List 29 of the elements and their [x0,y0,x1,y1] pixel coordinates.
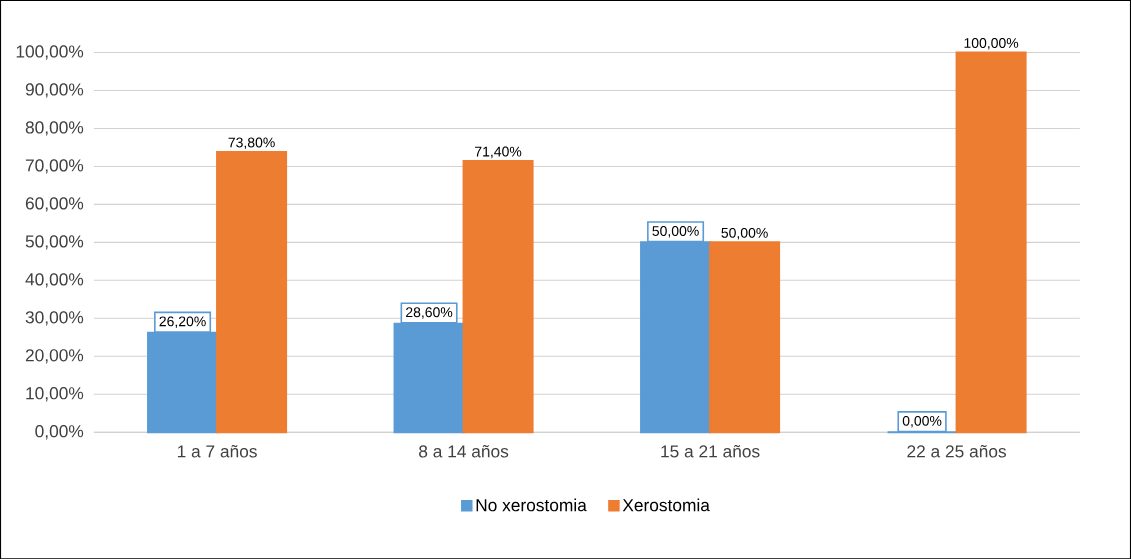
x-tick-label: 8 a 14 años [419,444,509,458]
data-label: 73,80% [228,137,275,149]
legend-label: No xerostomia [476,498,587,512]
y-tick-label: 50,00% [25,235,84,250]
x-tick-label: 15 a 21 años [661,444,760,458]
bar [462,159,534,434]
y-tick-label: 90,00% [25,83,84,98]
x-tick-label: 22 a 25 años [907,444,1007,458]
legend-label: Xerostomia [622,498,710,512]
data-label: 100,00% [964,37,1019,50]
bar [955,51,1027,434]
y-tick-label: 40,00% [25,273,84,288]
data-label: 50,00% [652,225,699,238]
y-tick-label: 20,00% [25,348,84,364]
y-tick-label: 80,00% [25,121,84,136]
data-label: 28,60% [406,307,453,319]
data-label: 26,20% [159,316,206,328]
bar [216,150,288,434]
data-label: 0,00% [902,415,942,428]
y-tick-label: 30,00% [25,310,84,326]
y-tick-label: 100,00% [16,45,84,60]
data-label: 71,40% [475,146,522,158]
data-label: 50,00% [721,227,768,240]
bar [709,241,781,434]
y-tick-label: 70,00% [25,159,84,174]
x-tick-label: 1 a 7 años [177,444,257,458]
y-tick-label: 60,00% [25,197,84,212]
y-tick-label: 0,00% [35,424,84,440]
y-tick-label: 10,00% [26,386,84,402]
